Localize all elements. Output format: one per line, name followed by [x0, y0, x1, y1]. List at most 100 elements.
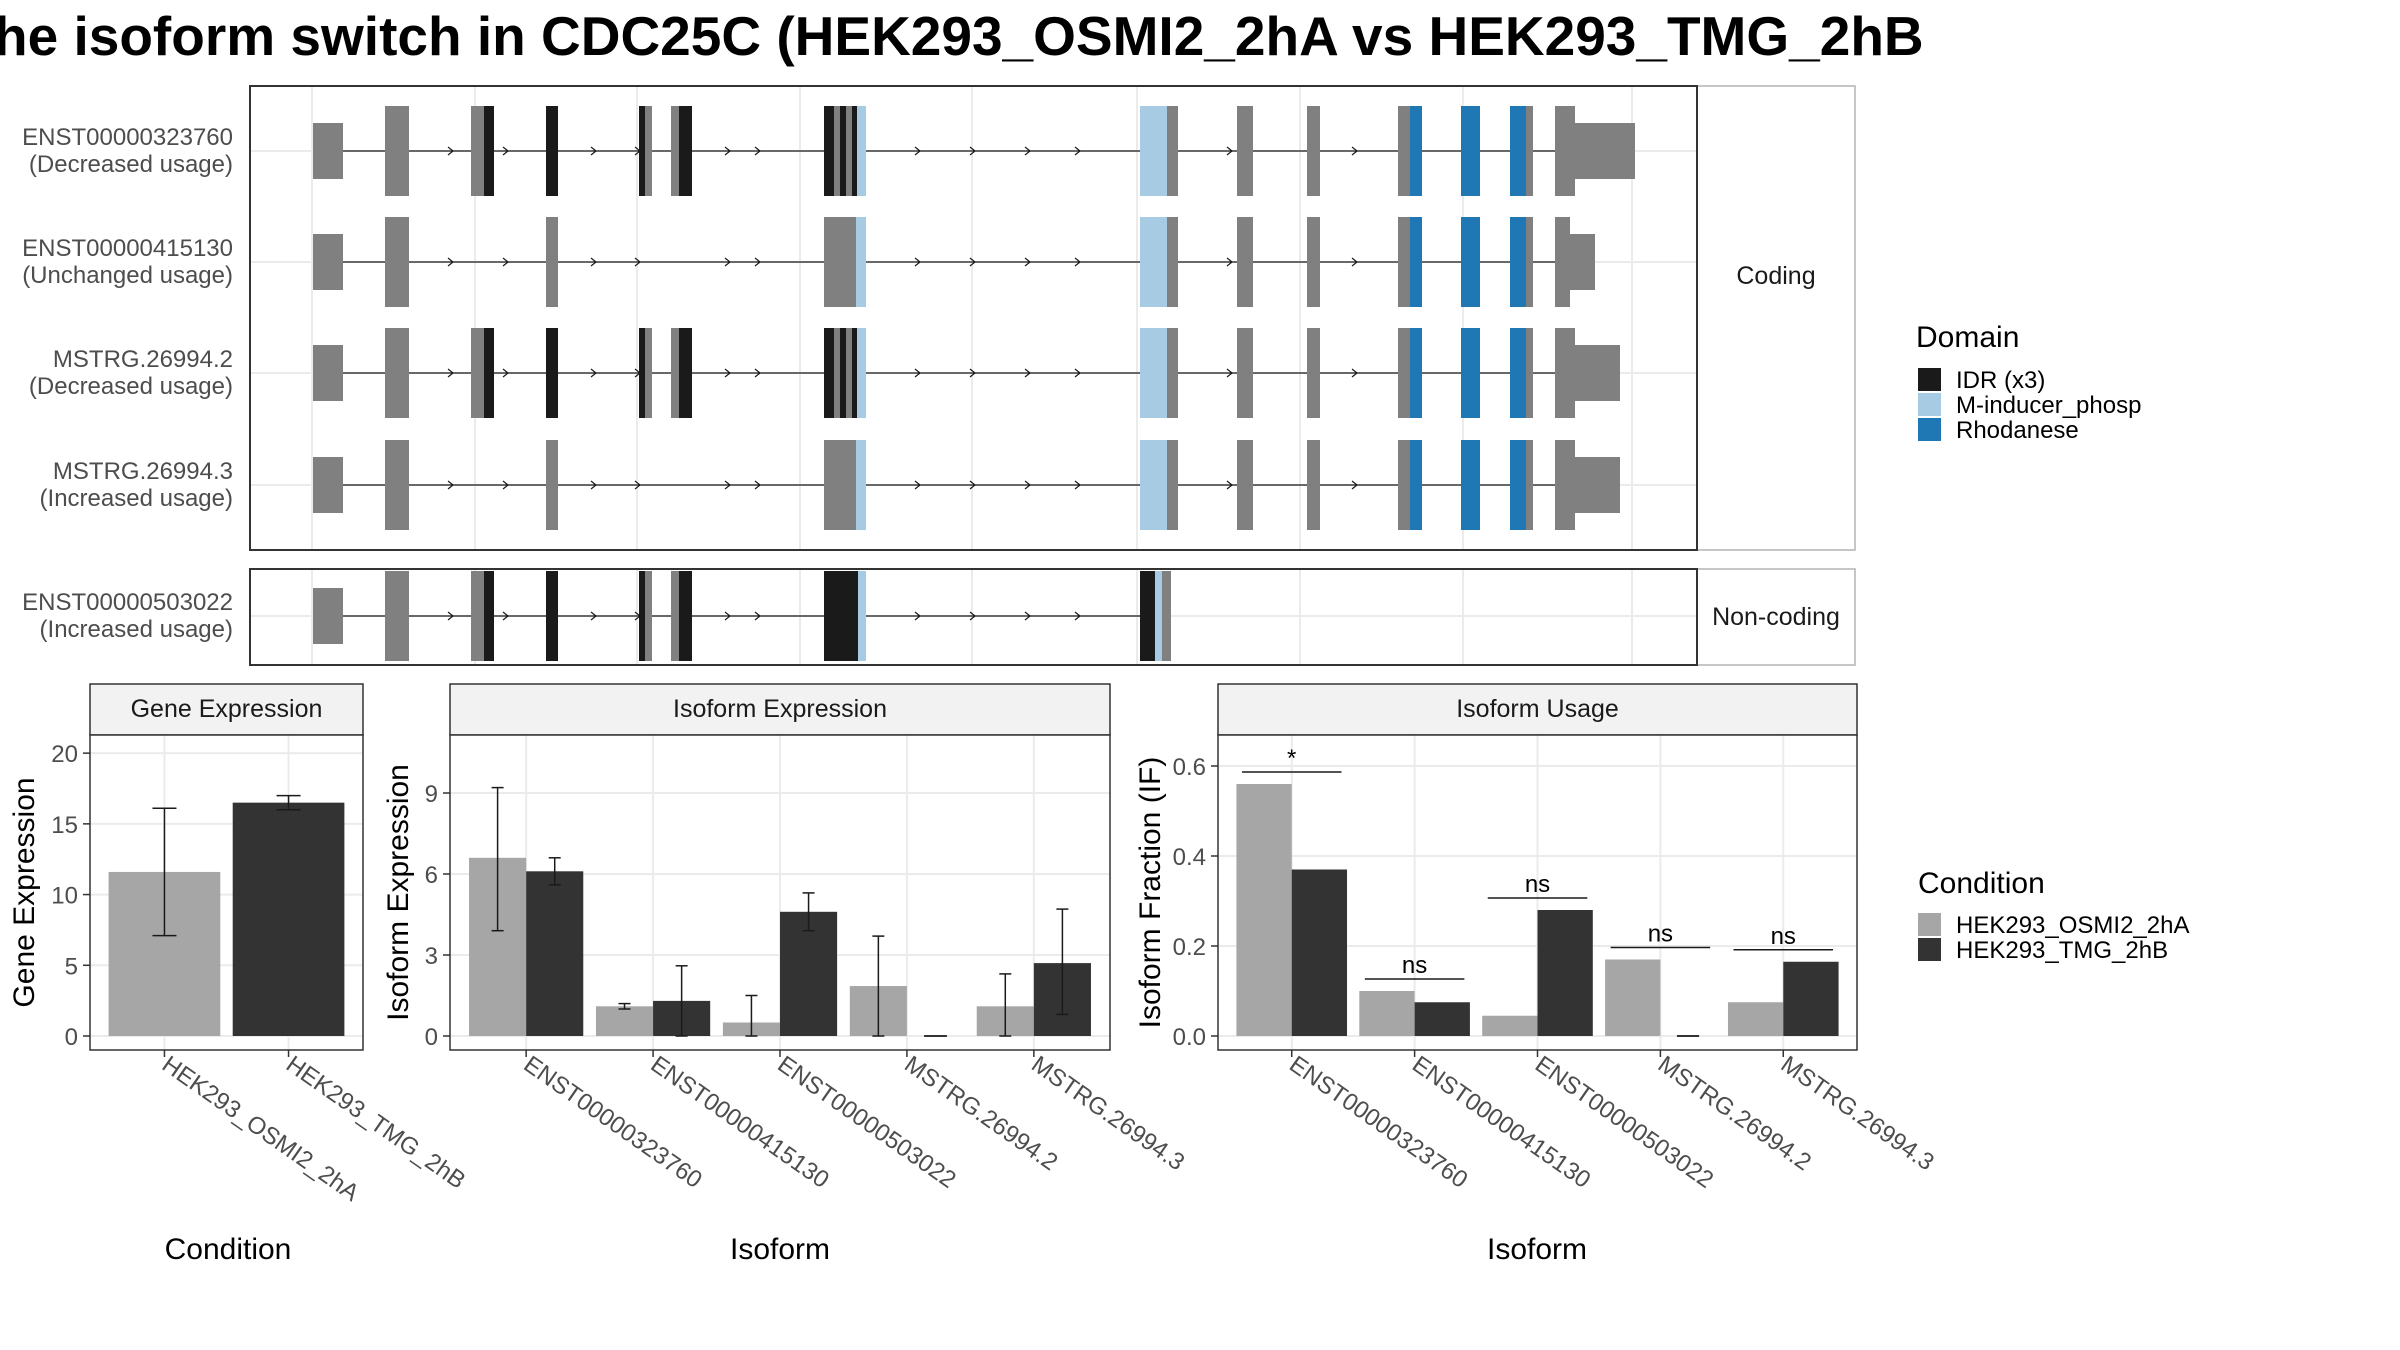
bar — [1359, 991, 1415, 1036]
y-tick-label: 0.6 — [1173, 754, 1206, 781]
intron-arrow — [969, 146, 976, 156]
domain-legend-label: Rhodanese — [1956, 417, 2079, 444]
exon-segment — [313, 588, 343, 644]
significance-label: ns — [1525, 871, 1550, 898]
intron-arrow — [1024, 146, 1031, 156]
intron-arrow — [969, 368, 976, 378]
domain-segment — [1410, 106, 1422, 196]
intron-arrow — [1351, 368, 1358, 378]
intron-arrow — [914, 146, 921, 156]
condition-legend-label: HEK293_OSMI2_2hA — [1956, 912, 2189, 939]
domain-segment — [856, 440, 866, 530]
exon-segment — [824, 440, 856, 530]
intron-arrow — [447, 368, 454, 378]
bar — [780, 911, 838, 1036]
exon-segment — [1570, 234, 1595, 290]
intron-arrow — [590, 146, 597, 156]
exon-segment — [1237, 328, 1253, 418]
intron-arrow — [1024, 480, 1031, 490]
bar — [1482, 1015, 1538, 1036]
exon-segment — [671, 328, 679, 418]
exon-segment — [846, 328, 852, 418]
y-tick-label: 0.2 — [1173, 934, 1206, 961]
intron-arrow — [1074, 368, 1081, 378]
exon-segment — [1307, 106, 1320, 196]
domain-legend-label: IDR (x3) — [1956, 367, 2045, 394]
intron-arrow — [447, 146, 454, 156]
intron-arrow — [914, 257, 921, 267]
exon-segment — [1167, 106, 1178, 196]
domain-segment — [639, 328, 645, 418]
chart-strip — [1217, 683, 1858, 736]
domain-segment — [852, 328, 857, 418]
intron-arrow — [754, 368, 761, 378]
exon-segment — [1398, 328, 1410, 418]
domain-segment — [1510, 328, 1526, 418]
domain-segment — [679, 571, 692, 661]
bar — [1783, 961, 1839, 1036]
exon-segment — [385, 440, 409, 530]
exon-segment — [1398, 106, 1410, 196]
exon-segment — [1307, 328, 1320, 418]
exon-segment — [546, 440, 558, 530]
exon-segment — [1526, 440, 1533, 530]
transcript-usage-label: (Decreased usage) — [29, 151, 233, 178]
intron-arrow — [754, 611, 761, 621]
domain-segment — [857, 328, 866, 418]
intron-arrow — [724, 146, 731, 156]
expression-plots: Gene Expression05101520HEK293_OSMI2_2hAH… — [8, 683, 1939, 1266]
exon-segment — [834, 328, 840, 418]
exon-segment — [313, 345, 343, 401]
plot-border — [89, 734, 364, 1051]
domain-segment — [1510, 217, 1526, 307]
intron-arrow — [590, 611, 597, 621]
intron-arrow — [502, 480, 509, 490]
domain-segment — [1410, 217, 1422, 307]
domain-segment — [840, 106, 846, 196]
intron-arrow — [502, 257, 509, 267]
domain-segment — [1140, 440, 1167, 530]
exon-segment — [1237, 217, 1253, 307]
exon-segment — [1162, 571, 1171, 661]
exon-segment — [1526, 328, 1533, 418]
domain-segment — [1140, 328, 1167, 418]
chart-title: Gene Expression — [131, 695, 323, 723]
intron-arrow — [447, 257, 454, 267]
x-axis-title: Condition — [165, 1233, 292, 1266]
domain-segment — [639, 106, 645, 196]
domain-segment — [858, 571, 866, 661]
exon-segment — [546, 217, 558, 307]
x-axis-title: Isoform — [730, 1233, 830, 1266]
chart-panel: Isoform Expression0369ENST00000323760ENS… — [382, 683, 1189, 1266]
exon-segment — [1555, 440, 1575, 530]
structure-facet-border — [249, 85, 1698, 551]
transcript-usage-label: (Unchanged usage) — [22, 262, 233, 289]
intron-arrow — [447, 480, 454, 490]
chart-title: Isoform Expression — [673, 695, 887, 723]
y-axis-title: Isoform Expression — [382, 764, 415, 1021]
y-tick-label: 0 — [425, 1024, 438, 1051]
significance-label: ns — [1771, 923, 1796, 950]
intron-arrow — [724, 257, 731, 267]
exon-segment — [1307, 217, 1320, 307]
transcript-id-label: MSTRG.26994.3 — [53, 458, 233, 485]
intron-arrow — [1074, 611, 1081, 621]
facet-strip — [1696, 85, 1856, 551]
y-tick-label: 0 — [65, 1024, 78, 1051]
intron-arrow — [969, 611, 976, 621]
domain-segment — [852, 106, 857, 196]
intron-arrow — [969, 257, 976, 267]
domain-segment — [546, 328, 558, 418]
y-tick-label: 9 — [425, 781, 438, 808]
domain-legend-swatch — [1918, 418, 1941, 441]
domain-segment — [639, 571, 645, 661]
domain-segment — [840, 328, 846, 418]
intron-arrow — [724, 368, 731, 378]
domain-segment — [679, 328, 692, 418]
intron-arrow — [1226, 257, 1233, 267]
exon-segment — [1555, 328, 1575, 418]
exon-segment — [313, 457, 343, 513]
transcript-id-label: ENST00000323760 — [22, 124, 233, 151]
intron-arrow — [1226, 480, 1233, 490]
